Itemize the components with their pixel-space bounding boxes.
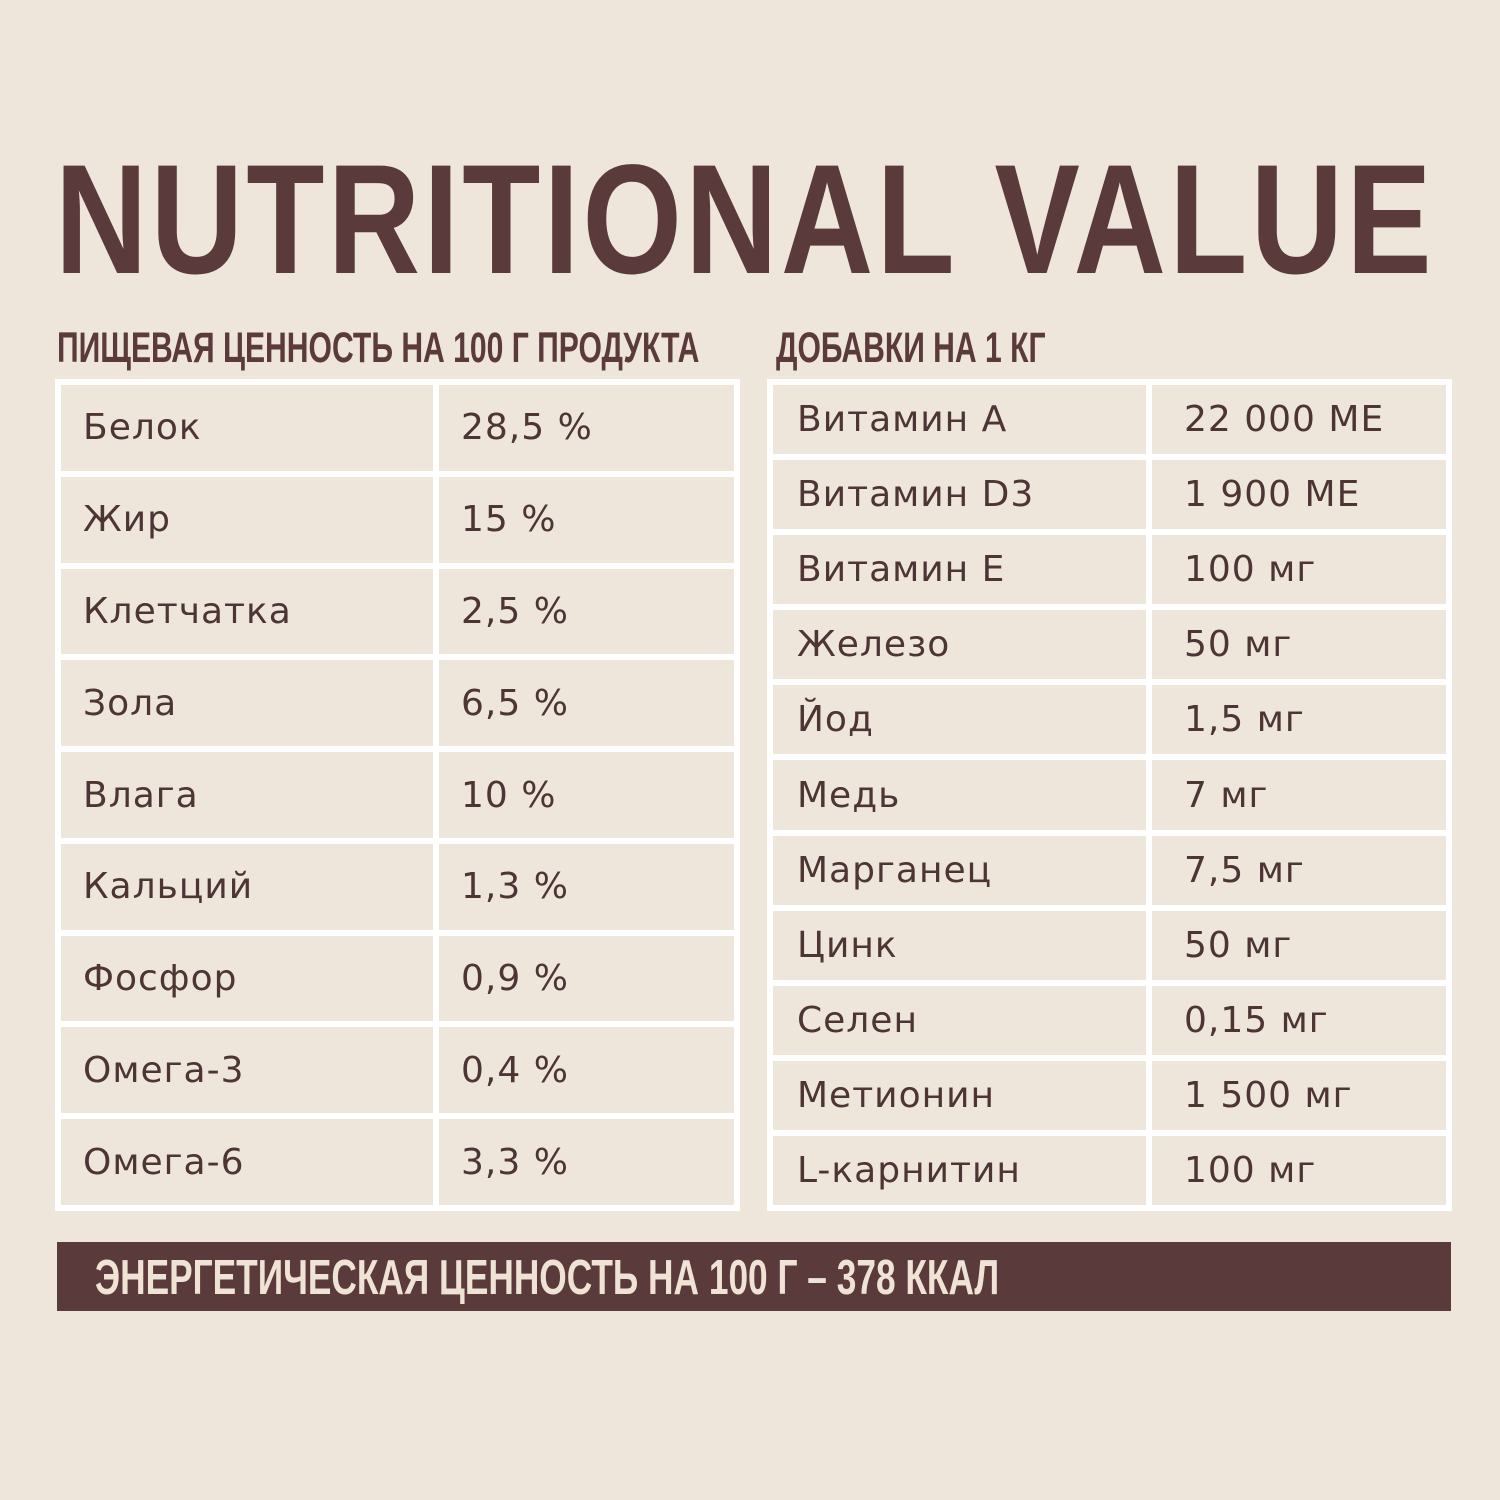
nutrient-name: Омега-6 (61, 1119, 433, 1206)
table-row: Омега-6 3,3 % (61, 1119, 734, 1206)
additive-name: Витамин Е (773, 535, 1146, 605)
nutrient-name: Зола (61, 660, 433, 747)
table-row: Цинк 50 мг (773, 910, 1446, 980)
additives-heading: ДОБАВКИ НА 1 КГ (776, 324, 1046, 372)
additive-value: 0,15 мг (1152, 985, 1446, 1055)
table-row: Витамин D3 1 900 МЕ (773, 460, 1446, 530)
page-title: NUTRITIONAL VALUE (55, 133, 1435, 307)
additive-value: 1,5 мг (1152, 685, 1446, 755)
table-row: Железо 50 мг (773, 610, 1446, 680)
nutrient-name: Влага (61, 752, 433, 838)
table-row: Клетчатка 2,5 % (61, 568, 734, 655)
additive-name: Витамин А (773, 385, 1146, 455)
nutrient-value: 28,5 % (439, 385, 734, 471)
nutrition-heading: ПИЩЕВАЯ ЦЕННОСТЬ НА 100 Г ПРОДУКТА (57, 324, 700, 372)
nutrient-name: Клетчатка (61, 568, 433, 655)
nutrient-value: 3,3 % (439, 1119, 734, 1206)
table-row: Фосфор 0,9 % (61, 935, 734, 1022)
table-row: Селен 0,15 мг (773, 985, 1446, 1055)
nutrient-value: 6,5 % (439, 660, 734, 747)
additive-name: Метионин (773, 1060, 1146, 1130)
table-row: Омега-3 0,4 % (61, 1027, 734, 1114)
additive-name: Витамин D3 (773, 460, 1146, 530)
table-row: Влага 10 % (61, 752, 734, 838)
nutrient-name: Омега-3 (61, 1027, 433, 1114)
nutrient-value: 10 % (439, 752, 734, 838)
table-row: Медь 7 мг (773, 760, 1446, 830)
additive-value: 22 000 МЕ (1152, 385, 1446, 455)
additive-name: Цинк (773, 910, 1146, 980)
additive-name: L-карнитин (773, 1135, 1146, 1206)
additive-value: 100 мг (1152, 535, 1446, 605)
additive-name: Железо (773, 610, 1146, 680)
additive-value: 100 мг (1152, 1135, 1446, 1206)
nutrition-table: Белок 28,5 % Жир 15 % Клетчатка 2,5 % Зо… (55, 379, 740, 1211)
table-row: Кальций 1,3 % (61, 843, 734, 930)
nutrient-name: Белок (61, 385, 433, 471)
nutrient-name: Жир (61, 476, 433, 563)
nutrient-value: 0,4 % (439, 1027, 734, 1114)
energy-value-text: ЭНЕРГЕТИЧЕСКАЯ ЦЕННОСТЬ НА 100 Г – 378 К… (95, 1251, 1000, 1305)
nutrient-value: 2,5 % (439, 568, 734, 655)
additive-value: 7 мг (1152, 760, 1446, 830)
nutrient-name: Кальций (61, 843, 433, 930)
nutrient-name: Фосфор (61, 935, 433, 1022)
nutrient-value: 1,3 % (439, 843, 734, 930)
nutrient-value: 15 % (439, 476, 734, 563)
additive-name: Марганец (773, 835, 1146, 905)
energy-banner: ЭНЕРГЕТИЧЕСКАЯ ЦЕННОСТЬ НА 100 Г – 378 К… (57, 1242, 1451, 1311)
additive-value: 7,5 мг (1152, 835, 1446, 905)
table-row: Марганец 7,5 мг (773, 835, 1446, 905)
table-row: Витамин Е 100 мг (773, 535, 1446, 605)
additive-name: Йод (773, 685, 1146, 755)
table-row: Йод 1,5 мг (773, 685, 1446, 755)
table-row: L-карнитин 100 мг (773, 1135, 1446, 1206)
additive-value: 50 мг (1152, 610, 1446, 680)
additive-value: 1 900 МЕ (1152, 460, 1446, 530)
table-row: Зола 6,5 % (61, 660, 734, 747)
nutrient-value: 0,9 % (439, 935, 734, 1022)
table-row: Белок 28,5 % (61, 385, 734, 471)
additive-name: Селен (773, 985, 1146, 1055)
additive-value: 50 мг (1152, 910, 1446, 980)
additive-value: 1 500 мг (1152, 1060, 1446, 1130)
additives-table: Витамин А 22 000 МЕ Витамин D3 1 900 МЕ … (767, 379, 1452, 1211)
table-row: Жир 15 % (61, 476, 734, 563)
additive-name: Медь (773, 760, 1146, 830)
table-row: Метионин 1 500 мг (773, 1060, 1446, 1130)
table-row: Витамин А 22 000 МЕ (773, 385, 1446, 455)
